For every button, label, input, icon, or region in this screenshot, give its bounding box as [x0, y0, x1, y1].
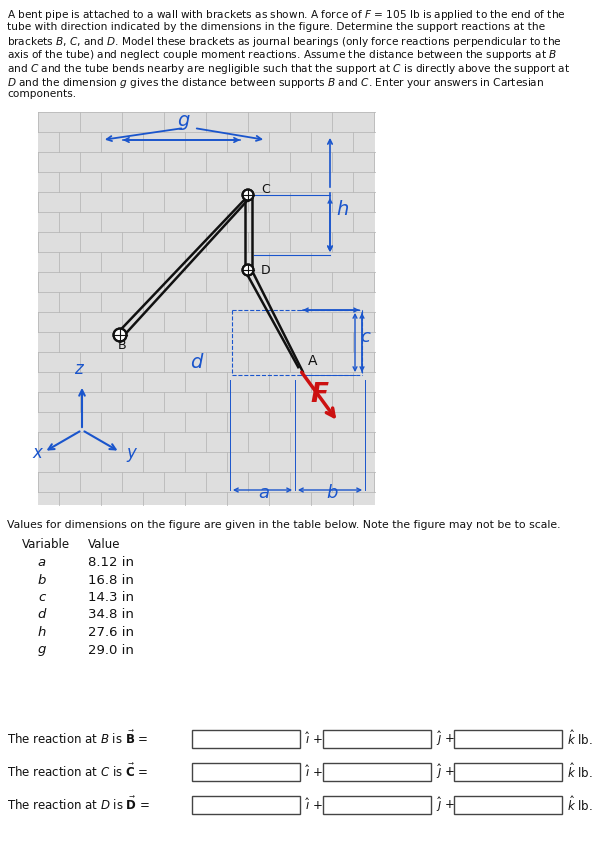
Text: 16.8 in: 16.8 in [88, 574, 134, 587]
Text: $\hat{\jmath}$ +: $\hat{\jmath}$ + [436, 763, 455, 782]
Text: $\hat{\imath}$ +: $\hat{\imath}$ + [305, 731, 323, 747]
Text: $\hat{k}$ lb.: $\hat{k}$ lb. [567, 729, 593, 748]
Text: h: h [336, 200, 349, 219]
Text: $\hat{\imath}$ +: $\hat{\imath}$ + [305, 797, 323, 813]
Text: z: z [74, 360, 82, 378]
Text: c: c [360, 328, 370, 346]
Bar [454, 730, 562, 748]
Text: B: B [118, 339, 126, 352]
Bar [192, 730, 300, 748]
Text: c: c [38, 591, 46, 604]
Bar [38, 112, 375, 505]
Text: 34.8 in: 34.8 in [88, 608, 134, 622]
Text: h: h [38, 626, 46, 639]
Bar [323, 763, 431, 781]
Circle shape [242, 190, 254, 200]
Text: F: F [310, 382, 328, 408]
Text: The reaction at $B$ is $\vec{\mathbf{B}}$ =: The reaction at $B$ is $\vec{\mathbf{B}}… [7, 729, 148, 746]
Text: The reaction at $D$ is $\vec{\mathbf{D}}$ =: The reaction at $D$ is $\vec{\mathbf{D}}… [7, 795, 150, 813]
Text: g: g [38, 643, 46, 656]
Text: and $\mathit{C}$ and the tube bends nearby are negligible such that the support : and $\mathit{C}$ and the tube bends near… [7, 62, 570, 76]
Text: $\mathit{D}$ and the dimension $\mathit{g}$ gives the distance between supports : $\mathit{D}$ and the dimension $\mathit{… [7, 76, 545, 89]
Bar [454, 796, 562, 814]
Bar [323, 796, 431, 814]
Text: D: D [261, 264, 270, 277]
Text: Value: Value [88, 538, 120, 551]
Text: $\hat{\imath}$ +: $\hat{\imath}$ + [305, 764, 323, 780]
Text: d: d [38, 608, 46, 622]
Text: a: a [258, 484, 269, 502]
Bar [192, 763, 300, 781]
Text: g: g [178, 111, 190, 130]
Circle shape [242, 265, 254, 276]
Text: $\hat{k}$ lb.: $\hat{k}$ lb. [567, 795, 593, 814]
Circle shape [114, 328, 126, 342]
Text: $\hat{k}$ lb.: $\hat{k}$ lb. [567, 763, 593, 782]
Text: $\hat{\jmath}$ +: $\hat{\jmath}$ + [436, 729, 455, 748]
Text: 14.3 in: 14.3 in [88, 591, 134, 604]
Text: b: b [38, 574, 46, 587]
Text: x: x [32, 444, 42, 462]
Text: $\hat{\jmath}$ +: $\hat{\jmath}$ + [436, 795, 455, 814]
Text: y: y [126, 444, 136, 462]
Text: components.: components. [7, 89, 76, 99]
Text: The reaction at $C$ is $\vec{\mathbf{C}}$ =: The reaction at $C$ is $\vec{\mathbf{C}}… [7, 763, 148, 779]
Text: b: b [326, 484, 337, 502]
Text: a: a [38, 556, 46, 569]
Text: A: A [308, 354, 317, 368]
Text: Variable: Variable [22, 538, 70, 551]
Text: brackets $\mathit{B}$, $\mathit{C}$, and $\mathit{D}$. Model these brackets as j: brackets $\mathit{B}$, $\mathit{C}$, and… [7, 35, 562, 49]
Bar [192, 796, 300, 814]
Text: d: d [190, 352, 203, 371]
Text: tube with direction indicated by the dimensions in the figure. Determine the sup: tube with direction indicated by the dim… [7, 21, 545, 32]
Bar [323, 730, 431, 748]
Text: A bent pipe is attached to a wall with brackets as shown. A force of $\mathit{F}: A bent pipe is attached to a wall with b… [7, 8, 566, 22]
Bar [454, 763, 562, 781]
Text: Values for dimensions on the figure are given in the table below. Note the figur: Values for dimensions on the figure are … [7, 520, 561, 530]
Text: 8.12 in: 8.12 in [88, 556, 134, 569]
Text: C: C [261, 183, 270, 196]
Text: 27.6 in: 27.6 in [88, 626, 134, 639]
Text: axis of the tube) and neglect couple moment reactions. Assume the distance betwe: axis of the tube) and neglect couple mom… [7, 48, 557, 63]
Text: 29.0 in: 29.0 in [88, 643, 134, 656]
